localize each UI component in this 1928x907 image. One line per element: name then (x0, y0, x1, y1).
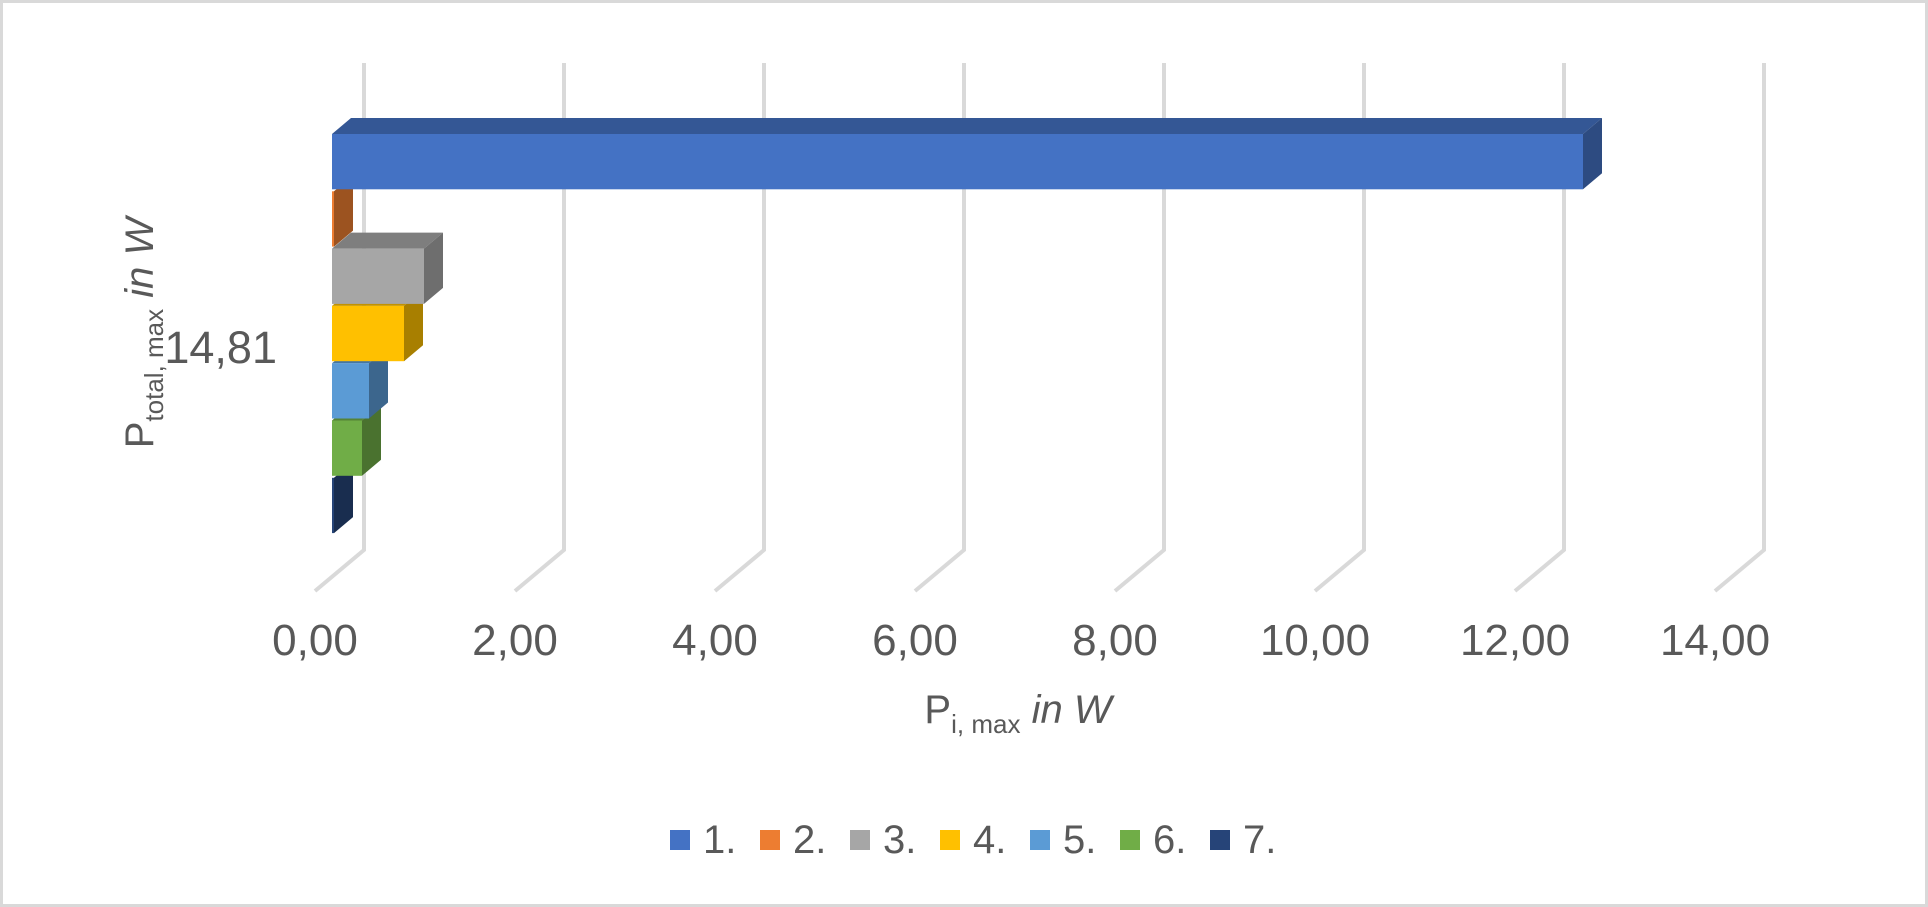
legend-item-5: 5. (1030, 818, 1096, 862)
legend-swatch (940, 830, 960, 850)
gridline (1313, 63, 1366, 593)
legend-item-7: 7. (1210, 818, 1276, 862)
gridline (1513, 63, 1566, 593)
legend-item-2: 2. (760, 818, 826, 862)
legend-item-1: 1. (670, 818, 736, 862)
bar-side-face (369, 347, 388, 419)
legend-label: 2. (793, 818, 826, 862)
x-tick-label: 0,00 (272, 616, 358, 665)
legend-swatch (670, 830, 690, 850)
bar-side-face (424, 232, 443, 304)
gridline (1113, 63, 1166, 593)
legend-label: 3. (883, 818, 916, 862)
gridline (1713, 63, 1766, 593)
gridline (513, 63, 566, 593)
x-tick-label: 6,00 (872, 616, 958, 665)
gridline (313, 63, 366, 593)
y-category-label: 14,81 (164, 322, 277, 373)
x-tick-label: 12,00 (1460, 616, 1570, 665)
gridlines (313, 63, 1766, 593)
bar-front-face (332, 477, 334, 534)
x-tick-label: 10,00 (1260, 616, 1370, 665)
legend-swatch (1210, 830, 1230, 850)
bar-front-face (332, 420, 362, 476)
bar-front-face (332, 191, 334, 247)
legend-label: 7. (1243, 818, 1276, 862)
bar-series-2 (332, 175, 353, 247)
legend-item-6: 6. (1120, 818, 1186, 862)
gridline (713, 63, 766, 593)
bar-series-1 (332, 118, 1602, 190)
bar-top-face (332, 118, 1602, 134)
legend-swatch (760, 830, 780, 850)
legend-label: 6. (1153, 818, 1186, 862)
bar-series-7 (332, 461, 353, 534)
bar-front-face (332, 134, 1583, 190)
bars (332, 118, 1602, 534)
bar-front-face (332, 363, 369, 419)
y-axis-title: Ptotal, max in W (118, 215, 169, 449)
x-axis-title: Pi, max in W (924, 688, 1114, 739)
bar-series-3 (332, 232, 443, 304)
x-tick-label: 8,00 (1072, 616, 1158, 665)
legend: 1. 2. 3. 4. 5. 6. 7. (670, 818, 1276, 862)
x-tick-labels: 0,00 2,00 4,00 6,00 8,00 10,00 12,00 14,00 (272, 616, 1770, 665)
legend-label: 1. (703, 818, 736, 862)
bar-side-face (334, 461, 353, 534)
legend-swatch (1120, 830, 1140, 850)
bar-front-face (332, 248, 424, 304)
bar-side-face (1583, 118, 1602, 190)
bar-side-face (362, 404, 381, 476)
legend-item-3: 3. (850, 818, 916, 862)
legend-swatch (850, 830, 870, 850)
legend-label: 4. (973, 818, 1006, 862)
bar-front-face (332, 305, 404, 362)
x-tick-label: 4,00 (672, 616, 758, 665)
bar-side-face (334, 175, 353, 247)
x-tick-label: 14,00 (1660, 616, 1770, 665)
legend-swatch (1030, 830, 1050, 850)
x-tick-label: 2,00 (472, 616, 558, 665)
gridline (913, 63, 966, 593)
legend-label: 5. (1063, 818, 1096, 862)
bar-side-face (404, 289, 423, 362)
bar-top-face (332, 232, 443, 249)
legend-item-4: 4. (940, 818, 1006, 862)
